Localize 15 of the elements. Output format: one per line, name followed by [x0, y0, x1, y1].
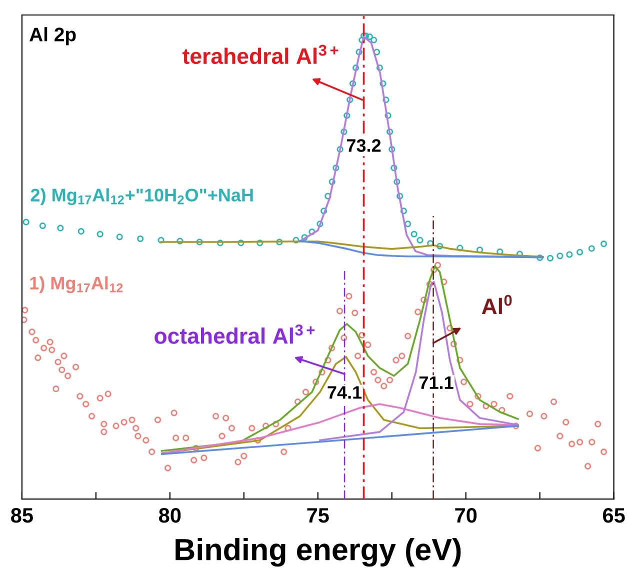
x-tick-label: 70	[455, 508, 477, 523]
x-tick-label: 75	[307, 508, 329, 523]
annotation: terahedral Al$^{3+}$	[182, 44, 338, 64]
annotation: 71.1	[419, 376, 454, 389]
annotation: 73.2	[346, 139, 381, 152]
x-tick-label: 80	[158, 508, 181, 523]
annotation: Al$^{0}$	[482, 294, 512, 314]
annotation: Al 2p	[30, 27, 76, 46]
x-tick-label: 85	[11, 508, 33, 523]
series-label: 1) Mg$_{17}$Al$_{12}$	[30, 276, 123, 294]
x-tick-label: 65	[603, 508, 625, 523]
annotation: 74.1	[328, 386, 362, 399]
series-label: 2) Mg$_{17}$Al$_{12}$+"10H$_{2}$O"+NaH	[30, 188, 253, 206]
x-axis-title: Binding energy (eV)	[176, 538, 461, 567]
annotation: octahedral Al$^{3+}$	[154, 324, 315, 344]
